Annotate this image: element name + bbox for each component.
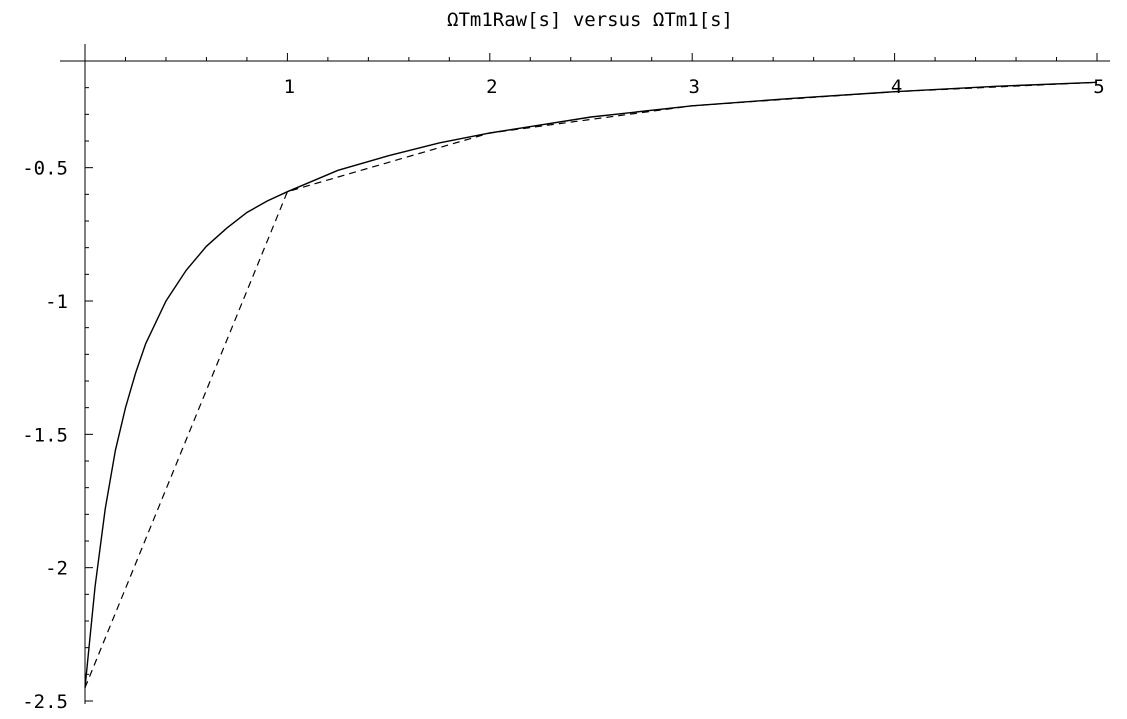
x-tick-label: 2 <box>486 76 497 98</box>
y-tick-label: -2.5 <box>22 691 68 713</box>
x-tick-label: 1 <box>284 76 295 98</box>
axes: 1 2 3 4 5 -0.5 -1 -1.5 -2 -2.5 <box>22 44 1110 713</box>
series-layer <box>84 81 1098 688</box>
chart-title: ΩTm1Raw[s] versus ΩTm1[s] <box>447 9 733 31</box>
y-tick-label: -1.5 <box>22 424 68 446</box>
series-line-dashed <box>84 81 1098 688</box>
y-tick-label: -0.5 <box>22 158 68 180</box>
x-tick-label: 4 <box>891 76 902 98</box>
y-tick-label: -2 <box>45 558 68 580</box>
x-tick-label: 5 <box>1093 76 1104 98</box>
y-tick-label: -1 <box>45 291 68 313</box>
series-line-solid <box>84 81 1098 688</box>
x-tick-label: 3 <box>688 76 699 98</box>
